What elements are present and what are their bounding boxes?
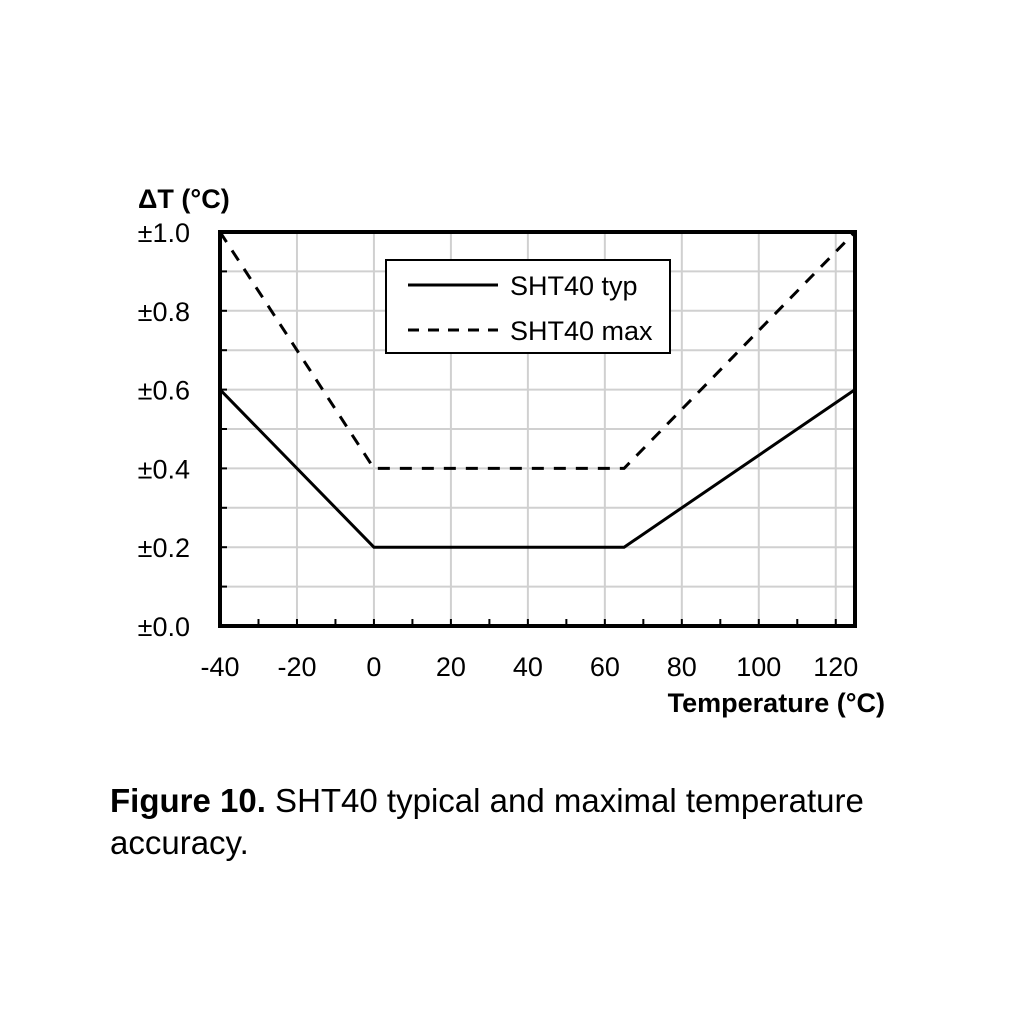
x-tick-label: 100 bbox=[736, 652, 781, 682]
x-axis-label: Temperature (°C) bbox=[668, 688, 885, 718]
y-tick-label: ±0.2 bbox=[138, 533, 190, 563]
x-tick-label: 20 bbox=[436, 652, 466, 682]
series-line-max bbox=[218, 230, 857, 470]
y-tick-label: ±0.6 bbox=[138, 376, 190, 406]
legend-label-max: SHT40 max bbox=[510, 316, 653, 346]
figure-caption: Figure 10. SHT40 typical and maximal tem… bbox=[110, 780, 910, 864]
legend: SHT40 typ SHT40 max bbox=[385, 259, 671, 354]
x-tick-label: -20 bbox=[277, 652, 316, 682]
legend-label-typ: SHT40 typ bbox=[510, 271, 638, 301]
y-tick-label: ±0.4 bbox=[138, 454, 190, 484]
y-axis-label: ΔT (°C) bbox=[138, 184, 230, 214]
temperature-accuracy-chart: -40 -20 0 20 40 60 80 100 120 ±0.0±0.2±0.4±0.6±0… bbox=[138, 184, 885, 718]
x-tick-label: -40 bbox=[200, 652, 239, 682]
series-line-typ bbox=[218, 388, 856, 549]
caption-lead: Figure 10. bbox=[110, 782, 266, 819]
y-tick-label: ±0.8 bbox=[138, 297, 190, 327]
x-tick-labels: -40 -20 0 20 40 60 80 100 120 bbox=[200, 652, 858, 682]
x-tick-label: 40 bbox=[513, 652, 543, 682]
y-tick-labels: ±0.0 ±0.2 ±0.4 ±0.6 ±0.8 ±1.0 bbox=[138, 218, 190, 642]
plot-frame bbox=[218, 230, 857, 628]
x-tick-label: 120 bbox=[813, 652, 858, 682]
x-tick-label: 80 bbox=[667, 652, 697, 682]
x-tick-label: 0 bbox=[366, 652, 381, 682]
y-tick-label: ±0.0 bbox=[138, 612, 190, 642]
x-tick-label: 60 bbox=[590, 652, 620, 682]
series-layer bbox=[218, 230, 857, 549]
caption-text: SHT40 typical and maximal temperature ac… bbox=[110, 782, 864, 861]
y-tick-label: ±1.0 bbox=[138, 218, 190, 248]
legend-box bbox=[385, 259, 671, 354]
